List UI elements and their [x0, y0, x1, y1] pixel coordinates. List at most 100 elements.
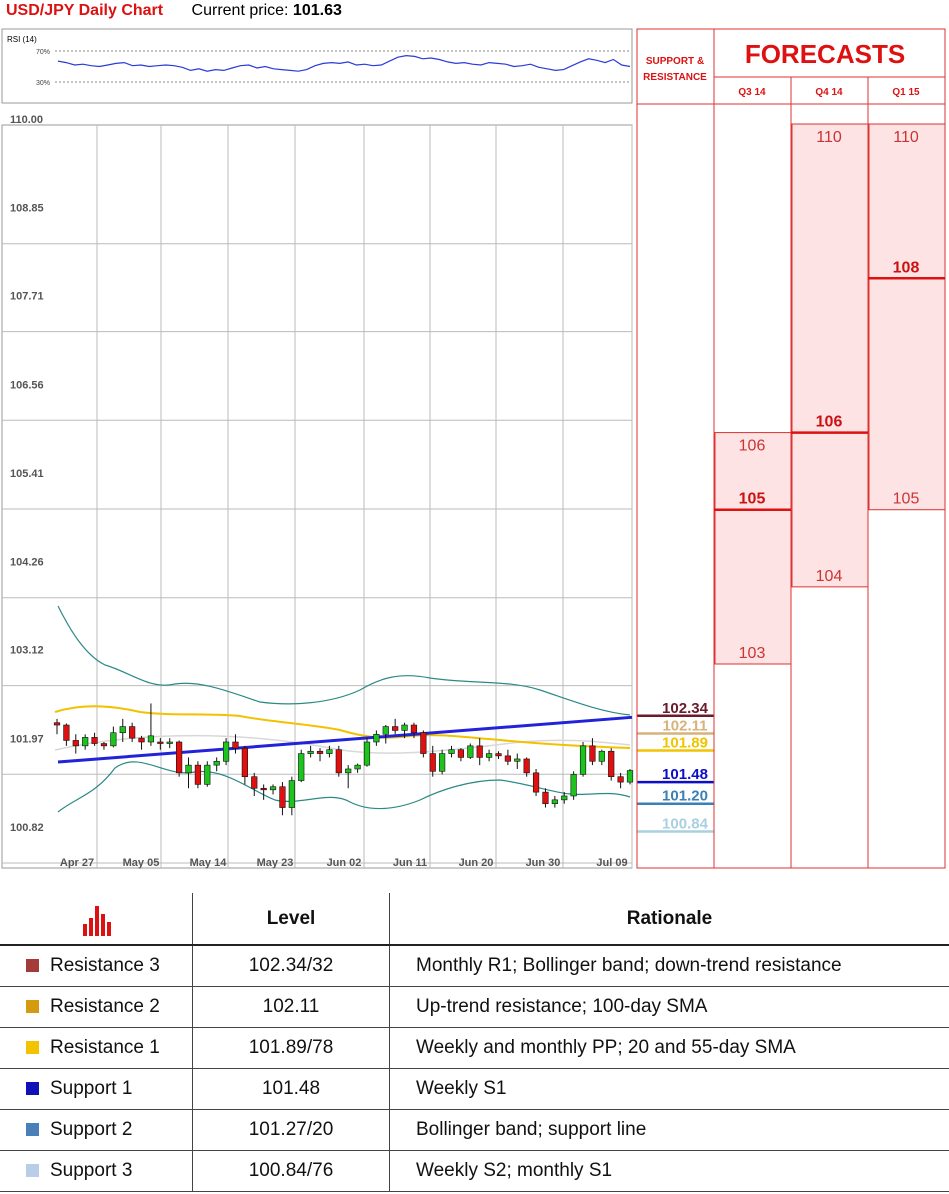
rsi-30-label: 30% [36, 80, 50, 87]
row-level: 101.48 [192, 1068, 390, 1110]
candle-down [410, 724, 418, 734]
candle-down [91, 737, 98, 744]
candle-up [363, 741, 371, 766]
table-row: Support 1 101.48 Weekly S1 [0, 1068, 949, 1110]
y-tick-label: 108.85 [10, 203, 44, 215]
x-tick-label: May 14 [190, 857, 228, 869]
forecast-mid-label: 106 [816, 414, 843, 431]
candle-up [561, 795, 568, 801]
candle-down [495, 753, 502, 757]
price-label: Current price: [191, 2, 289, 19]
candle-up [401, 724, 408, 731]
swatch-support-2 [26, 1123, 39, 1136]
candle-down [392, 726, 399, 731]
forecast-low-label: 105 [893, 491, 920, 508]
y-tick-label: 107.71 [10, 291, 44, 303]
table-row: Resistance 3 102.34/32 Monthly R1; Bolli… [0, 945, 949, 987]
candle-down [589, 745, 596, 762]
forecast-title: FORECASTS [745, 39, 905, 69]
y-tick-label: 106.56 [10, 379, 44, 391]
candle-down [279, 786, 286, 808]
rsi-70-label: 70% [36, 49, 50, 56]
row-name: Resistance 1 [50, 1037, 160, 1058]
candle-up [626, 770, 634, 783]
chart-area: RSI (14) 70% 30% 110.00 108.85 107.71 106.5… [1, 28, 946, 869]
candle-up [222, 741, 230, 762]
row-name-cell: Resistance 2 [0, 986, 193, 1028]
candle-down [63, 724, 70, 741]
row-rationale: Bollinger band; support line [389, 1109, 949, 1151]
row-name: Resistance 3 [50, 955, 160, 976]
candle-up [570, 774, 577, 797]
candle-down [241, 747, 248, 777]
candle-down [138, 737, 145, 743]
row-name-cell: Support 1 [0, 1068, 193, 1110]
candle-down [504, 755, 511, 762]
candle-up [598, 750, 605, 762]
candle-down [176, 741, 183, 774]
row-name: Support 3 [50, 1160, 133, 1181]
candle-up [467, 745, 474, 758]
forecast-mid-label: 105 [739, 491, 766, 508]
candle-down [260, 787, 267, 791]
x-tick-label: Jun 30 [526, 857, 561, 869]
table-icon-cell [0, 893, 193, 946]
x-tick-label: May 23 [257, 857, 294, 869]
forecast-high-label: 106 [739, 438, 766, 455]
candle-down [72, 740, 79, 747]
candle-up [166, 741, 173, 744]
candle-up [119, 726, 126, 734]
candle-up [307, 750, 314, 754]
swatch-resistance-3 [26, 959, 39, 972]
level-label: 102.34 [662, 700, 709, 717]
y-tick-label: 100.82 [10, 822, 44, 834]
bollinger-upper [57, 605, 631, 716]
x-tick-label: May 05 [123, 857, 160, 869]
row-name-cell: Resistance 3 [0, 945, 193, 987]
x-tick-label: Jun 02 [327, 857, 362, 869]
candle-down [316, 750, 324, 754]
candle-down [194, 764, 202, 785]
y-tick-label: 104.26 [10, 557, 44, 569]
table-row: Resistance 1 101.89/78 Weekly and monthl… [0, 1027, 949, 1069]
row-rationale: Weekly and monthly PP; 20 and 55-day SMA [389, 1027, 949, 1069]
row-name: Resistance 2 [50, 996, 160, 1017]
price-value: 101.63 [292, 2, 342, 19]
swatch-support-1 [26, 1082, 39, 1095]
forecast-range [714, 432, 792, 665]
candle-up [288, 780, 295, 808]
row-rationale: Weekly S2; monthly S1 [389, 1150, 949, 1192]
candle-up [185, 764, 192, 774]
forecast-range [791, 123, 869, 588]
row-level: 101.89/78 [192, 1027, 390, 1069]
candle-down [523, 758, 530, 774]
y-axis-ticks: 110.00 108.85 107.71 106.56 105.41 104.26 103.… [10, 114, 44, 834]
candle-down [53, 722, 61, 726]
candle-up [326, 749, 333, 754]
x-tick-label: Jul 09 [596, 857, 627, 869]
candle-down [420, 732, 427, 754]
candle-up [382, 726, 389, 735]
candle-up [551, 799, 558, 804]
candle-up [514, 758, 521, 762]
candle-down [608, 750, 615, 777]
row-name-cell: Support 3 [0, 1150, 193, 1192]
x-tick-label: Jun 20 [459, 857, 494, 869]
candle-down [532, 772, 540, 793]
level-label: 101.20 [662, 788, 708, 805]
table-row: Support 3 100.84/76 Weekly S2; monthly S… [0, 1150, 949, 1192]
level-label: 102.11 [662, 718, 707, 735]
candle-up [213, 760, 220, 766]
candle-down [100, 743, 108, 747]
rsi-frame [1, 28, 633, 104]
sr-title-2: RESISTANCE [643, 72, 707, 83]
swatch-resistance-1 [26, 1041, 39, 1054]
sr-title-1: SUPPORT & [646, 56, 704, 67]
candle-up [345, 768, 352, 774]
forecast-high-label: 110 [893, 129, 919, 146]
candle-down [457, 749, 465, 758]
x-tick-label: Jun 11 [393, 857, 427, 869]
row-level: 102.34/32 [192, 945, 390, 987]
level-label: 100.84 [662, 815, 709, 832]
y-tick-label: 105.41 [10, 468, 44, 480]
